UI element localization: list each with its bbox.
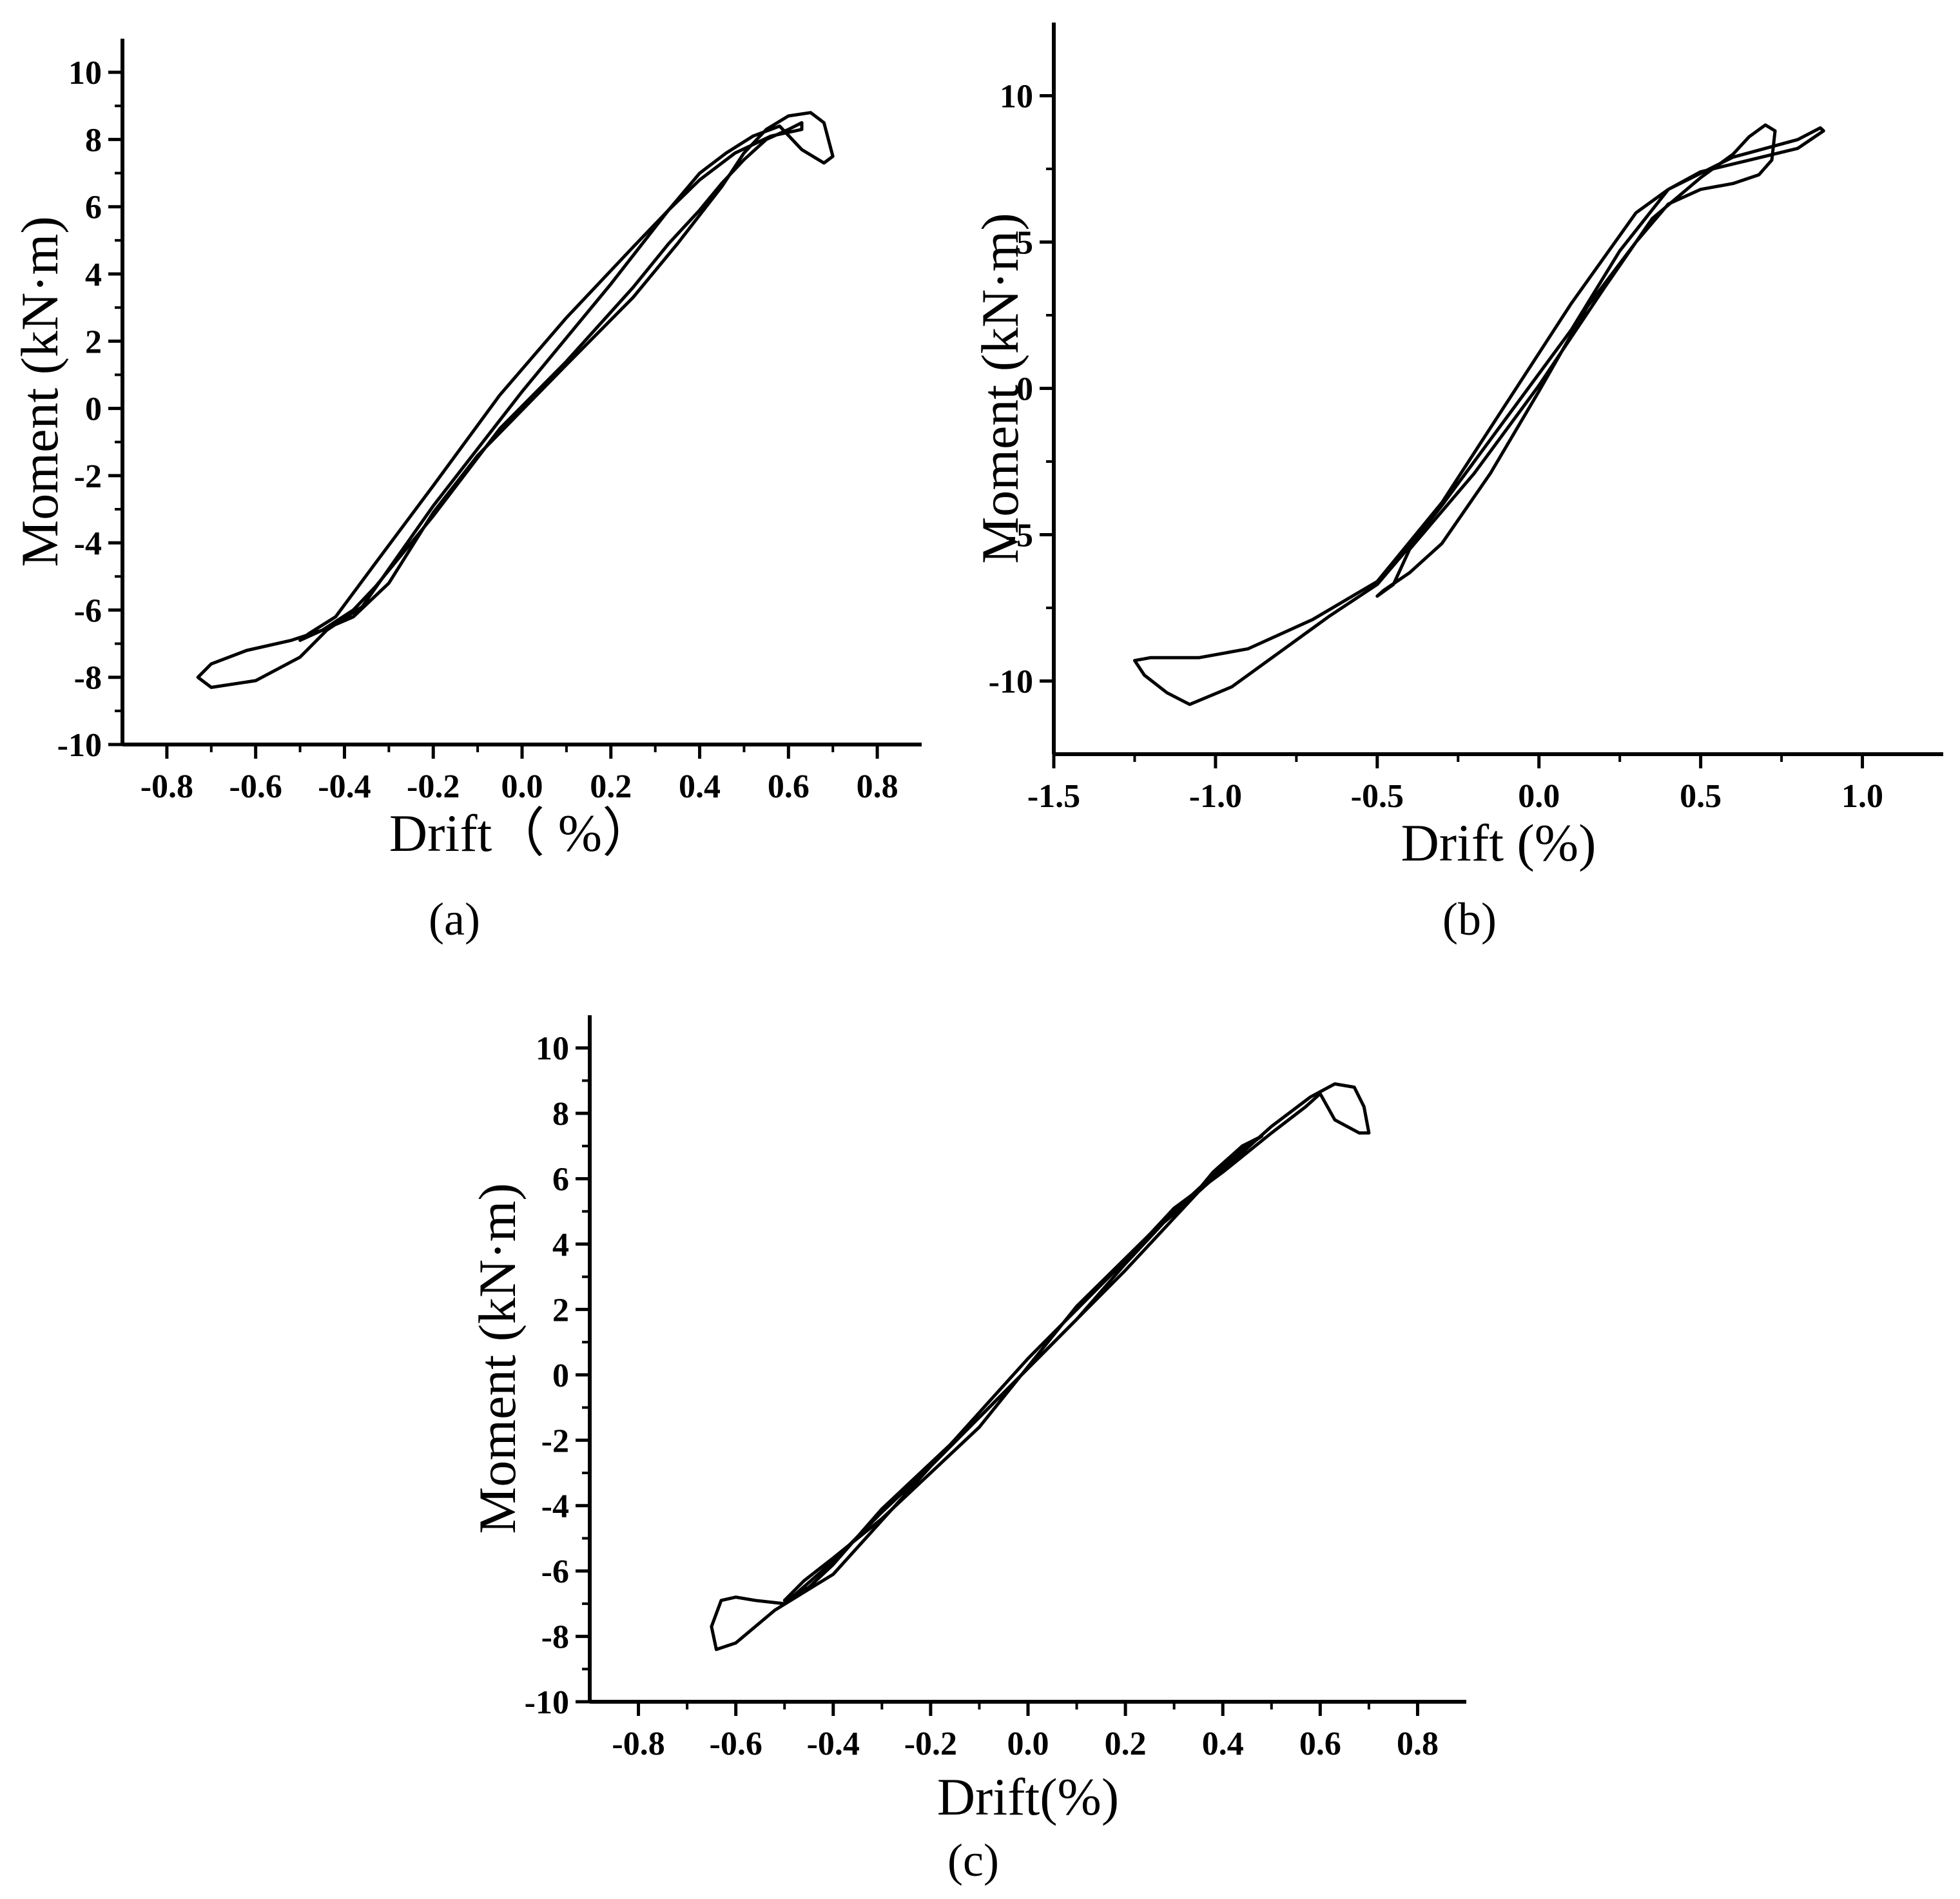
chart-panel-0: -0.8 -0.6 -0.4 -0.2 0.0 0.2 0.4 0.6 0.8 -10 -8 -6 -4…: [10, 39, 922, 945]
x-tick-label: 0.8: [857, 768, 898, 805]
x-tick-label: 0.0: [1518, 778, 1560, 815]
x-tick-label: -1.0: [1189, 778, 1242, 815]
y-tick-label: -6: [541, 1553, 569, 1590]
y-tick-label: 4: [85, 257, 102, 293]
x-tick-label: 0.6: [768, 768, 810, 805]
series-hysteresis-loop-2: [710, 1082, 1371, 1651]
y-tick-label: -10: [525, 1684, 569, 1721]
x-tick-label: -0.6: [229, 768, 282, 805]
x-tick-label: 0.0: [1007, 1726, 1049, 1762]
chart-panel-2: -0.8 -0.6 -0.4 -0.2 0.0 0.2 0.4 0.6 0.8 -10 -8 -6 -4…: [468, 1015, 1466, 1886]
y-tick-label: 0: [85, 391, 102, 428]
chart-panel-1: -1.5 -1.0 -0.5 0.0 0.5 1.0 -10 -5 0 5 10 Drift (%) M…: [971, 23, 1943, 945]
panel-label: (c): [947, 1835, 999, 1886]
y-tick-label: 8: [85, 122, 102, 159]
x-tick-label: 0.8: [1397, 1726, 1439, 1762]
y-tick-label: 5: [1016, 225, 1033, 262]
y-axis-title: Moment (kN·m): [468, 1183, 527, 1534]
x-tick-label: 0.4: [1202, 1726, 1244, 1762]
x-tick-label: -0.5: [1351, 778, 1404, 815]
y-tick-label: -2: [541, 1423, 569, 1459]
series-hysteresis-loop-1: [782, 1135, 1264, 1602]
x-axis-title: Drift(%): [937, 1768, 1119, 1826]
y-tick-label: -2: [74, 458, 102, 495]
x-tick-label: 0.6: [1299, 1726, 1341, 1762]
y-tick-label: 10: [68, 55, 102, 92]
x-tick-label: -0.4: [807, 1726, 860, 1762]
y-tick-label: -5: [1005, 518, 1033, 554]
y-tick-label: -6: [74, 592, 102, 629]
x-tick-label: 0.5: [1680, 778, 1722, 815]
x-tick-label: 0.2: [590, 768, 632, 805]
x-tick-label: -0.2: [904, 1726, 957, 1762]
y-tick-label: 2: [552, 1292, 569, 1329]
y-tick-label: -10: [57, 727, 102, 764]
x-tick-label: 0.2: [1105, 1726, 1147, 1762]
x-tick-label: -0.8: [141, 768, 193, 805]
y-tick-label: 2: [85, 324, 102, 360]
x-tick-label: 0.4: [679, 768, 721, 805]
y-tick-label: -10: [989, 664, 1033, 701]
panel-label: (a): [429, 893, 480, 945]
y-tick-label: 4: [552, 1227, 569, 1263]
x-tick-label: -0.6: [710, 1726, 762, 1762]
x-tick-label: -0.2: [407, 768, 460, 805]
x-tick-label: -1.5: [1027, 778, 1080, 815]
y-tick-label: -8: [541, 1619, 569, 1656]
y-tick-label: 10: [1000, 79, 1033, 115]
x-axis-title: Drift (%): [1401, 813, 1596, 872]
x-tick-label: 0.0: [501, 768, 543, 805]
y-tick-label: -4: [541, 1488, 569, 1525]
y-axis-title: Moment (kN·m): [971, 213, 1029, 563]
series-hysteresis-loop-1: [1375, 123, 1777, 598]
x-tick-label: -0.4: [318, 768, 371, 805]
panel-label: (b): [1442, 893, 1497, 945]
series-hysteresis-loop-2: [196, 111, 835, 689]
y-tick-label: 10: [536, 1031, 569, 1067]
y-axis-title: Moment (kN·m): [10, 216, 69, 567]
y-tick-label: -8: [74, 660, 102, 697]
x-tick-label: -0.8: [612, 1726, 665, 1762]
x-axis-title: Drift（ %）: [389, 804, 655, 862]
y-tick-label: -4: [74, 525, 102, 562]
y-tick-label: 8: [552, 1096, 569, 1133]
y-tick-label: 6: [85, 190, 102, 226]
y-tick-label: 0: [1016, 371, 1033, 408]
y-tick-label: 0: [552, 1358, 569, 1394]
x-tick-label: 1.0: [1841, 778, 1883, 815]
y-tick-label: 6: [552, 1162, 569, 1198]
series-hysteresis-loop-2: [1133, 126, 1825, 706]
